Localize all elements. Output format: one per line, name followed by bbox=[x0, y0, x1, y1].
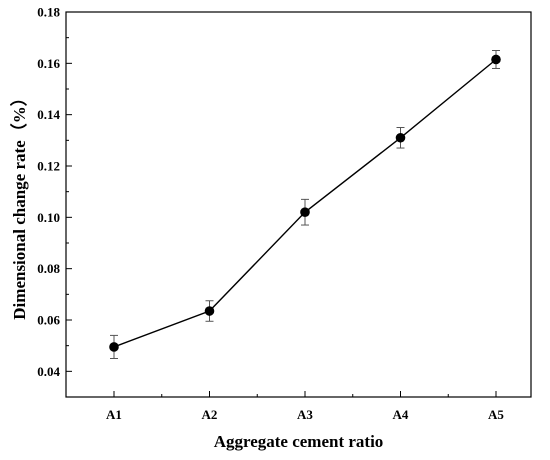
data-point bbox=[204, 306, 215, 316]
y-ticks: 0.04 0.06 0.08 0.10 0.12 0.14 0.16 0.18 bbox=[37, 5, 72, 379]
x-axis-title: Aggregate cement ratio bbox=[214, 432, 384, 451]
y-tick-label: 0.12 bbox=[37, 159, 60, 174]
x-tick-label: A3 bbox=[297, 407, 313, 422]
x-tick-label: A2 bbox=[202, 407, 218, 422]
data-point bbox=[395, 132, 406, 143]
y-tick-label: 0.06 bbox=[37, 313, 60, 328]
y-tick-label: 0.14 bbox=[37, 107, 60, 122]
data-point bbox=[491, 54, 501, 65]
error-bars bbox=[110, 50, 500, 359]
data-point bbox=[109, 342, 119, 352]
y-tick-label: 0.16 bbox=[37, 56, 60, 71]
x-tick-label: A4 bbox=[393, 407, 409, 422]
y-axis-title: Dimensional change rate（%） bbox=[9, 89, 29, 319]
x-ticks: A1 A2 A3 A4 A5 bbox=[106, 391, 504, 422]
data-points bbox=[109, 54, 501, 352]
y-tick-label: 0.10 bbox=[37, 210, 60, 225]
x-tick-label: A5 bbox=[488, 407, 504, 422]
axes bbox=[65, 11, 532, 398]
data-point bbox=[300, 207, 310, 217]
x-tick-label: A1 bbox=[106, 407, 122, 422]
plot-frame bbox=[65, 11, 532, 398]
y-tick-label: 0.18 bbox=[37, 5, 60, 20]
y-tick-label: 0.08 bbox=[37, 261, 60, 276]
y-tick-label: 0.04 bbox=[37, 364, 60, 379]
